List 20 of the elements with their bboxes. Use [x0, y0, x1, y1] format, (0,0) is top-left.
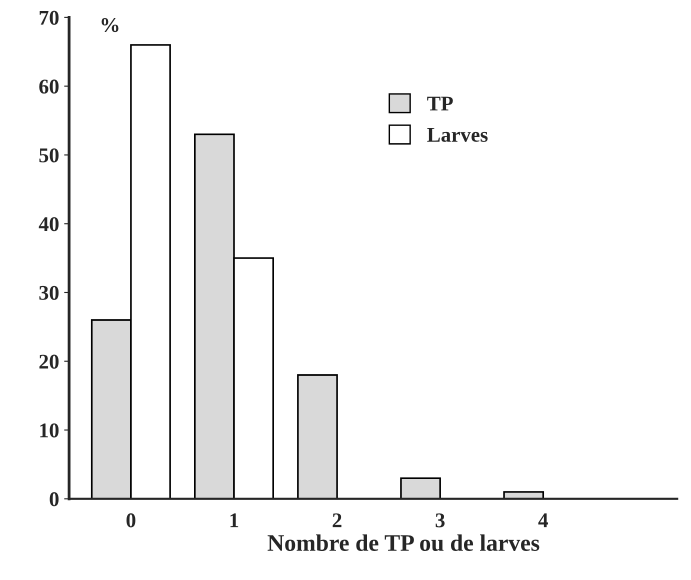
y-tick-label: 0 — [50, 492, 59, 506]
x-tick-label: 4 — [538, 513, 548, 528]
x-tick-label: 3 — [436, 513, 445, 528]
bar — [503, 491, 544, 499]
x-tick-label: 1 — [230, 513, 238, 528]
y-tick-label: 40 — [38, 217, 59, 232]
y-tick-label: 10 — [40, 423, 59, 438]
bar — [400, 477, 441, 499]
bar — [297, 374, 338, 499]
legend-label: TP — [427, 96, 453, 110]
y-tick-label: 70 — [40, 10, 59, 25]
y-tick-label: 30 — [39, 286, 59, 300]
legend-label: Larves — [427, 128, 488, 142]
y-tick-label: 50 — [39, 148, 59, 162]
y-tick-label: 60 — [39, 80, 59, 94]
y-tick-label: 20 — [39, 354, 59, 369]
x-tick-label: 0 — [126, 513, 136, 528]
x-axis-title: Nombre de TP ou de larves — [268, 534, 540, 552]
y-axis-title: % — [102, 18, 118, 32]
x-tick-label: 2 — [332, 513, 342, 528]
